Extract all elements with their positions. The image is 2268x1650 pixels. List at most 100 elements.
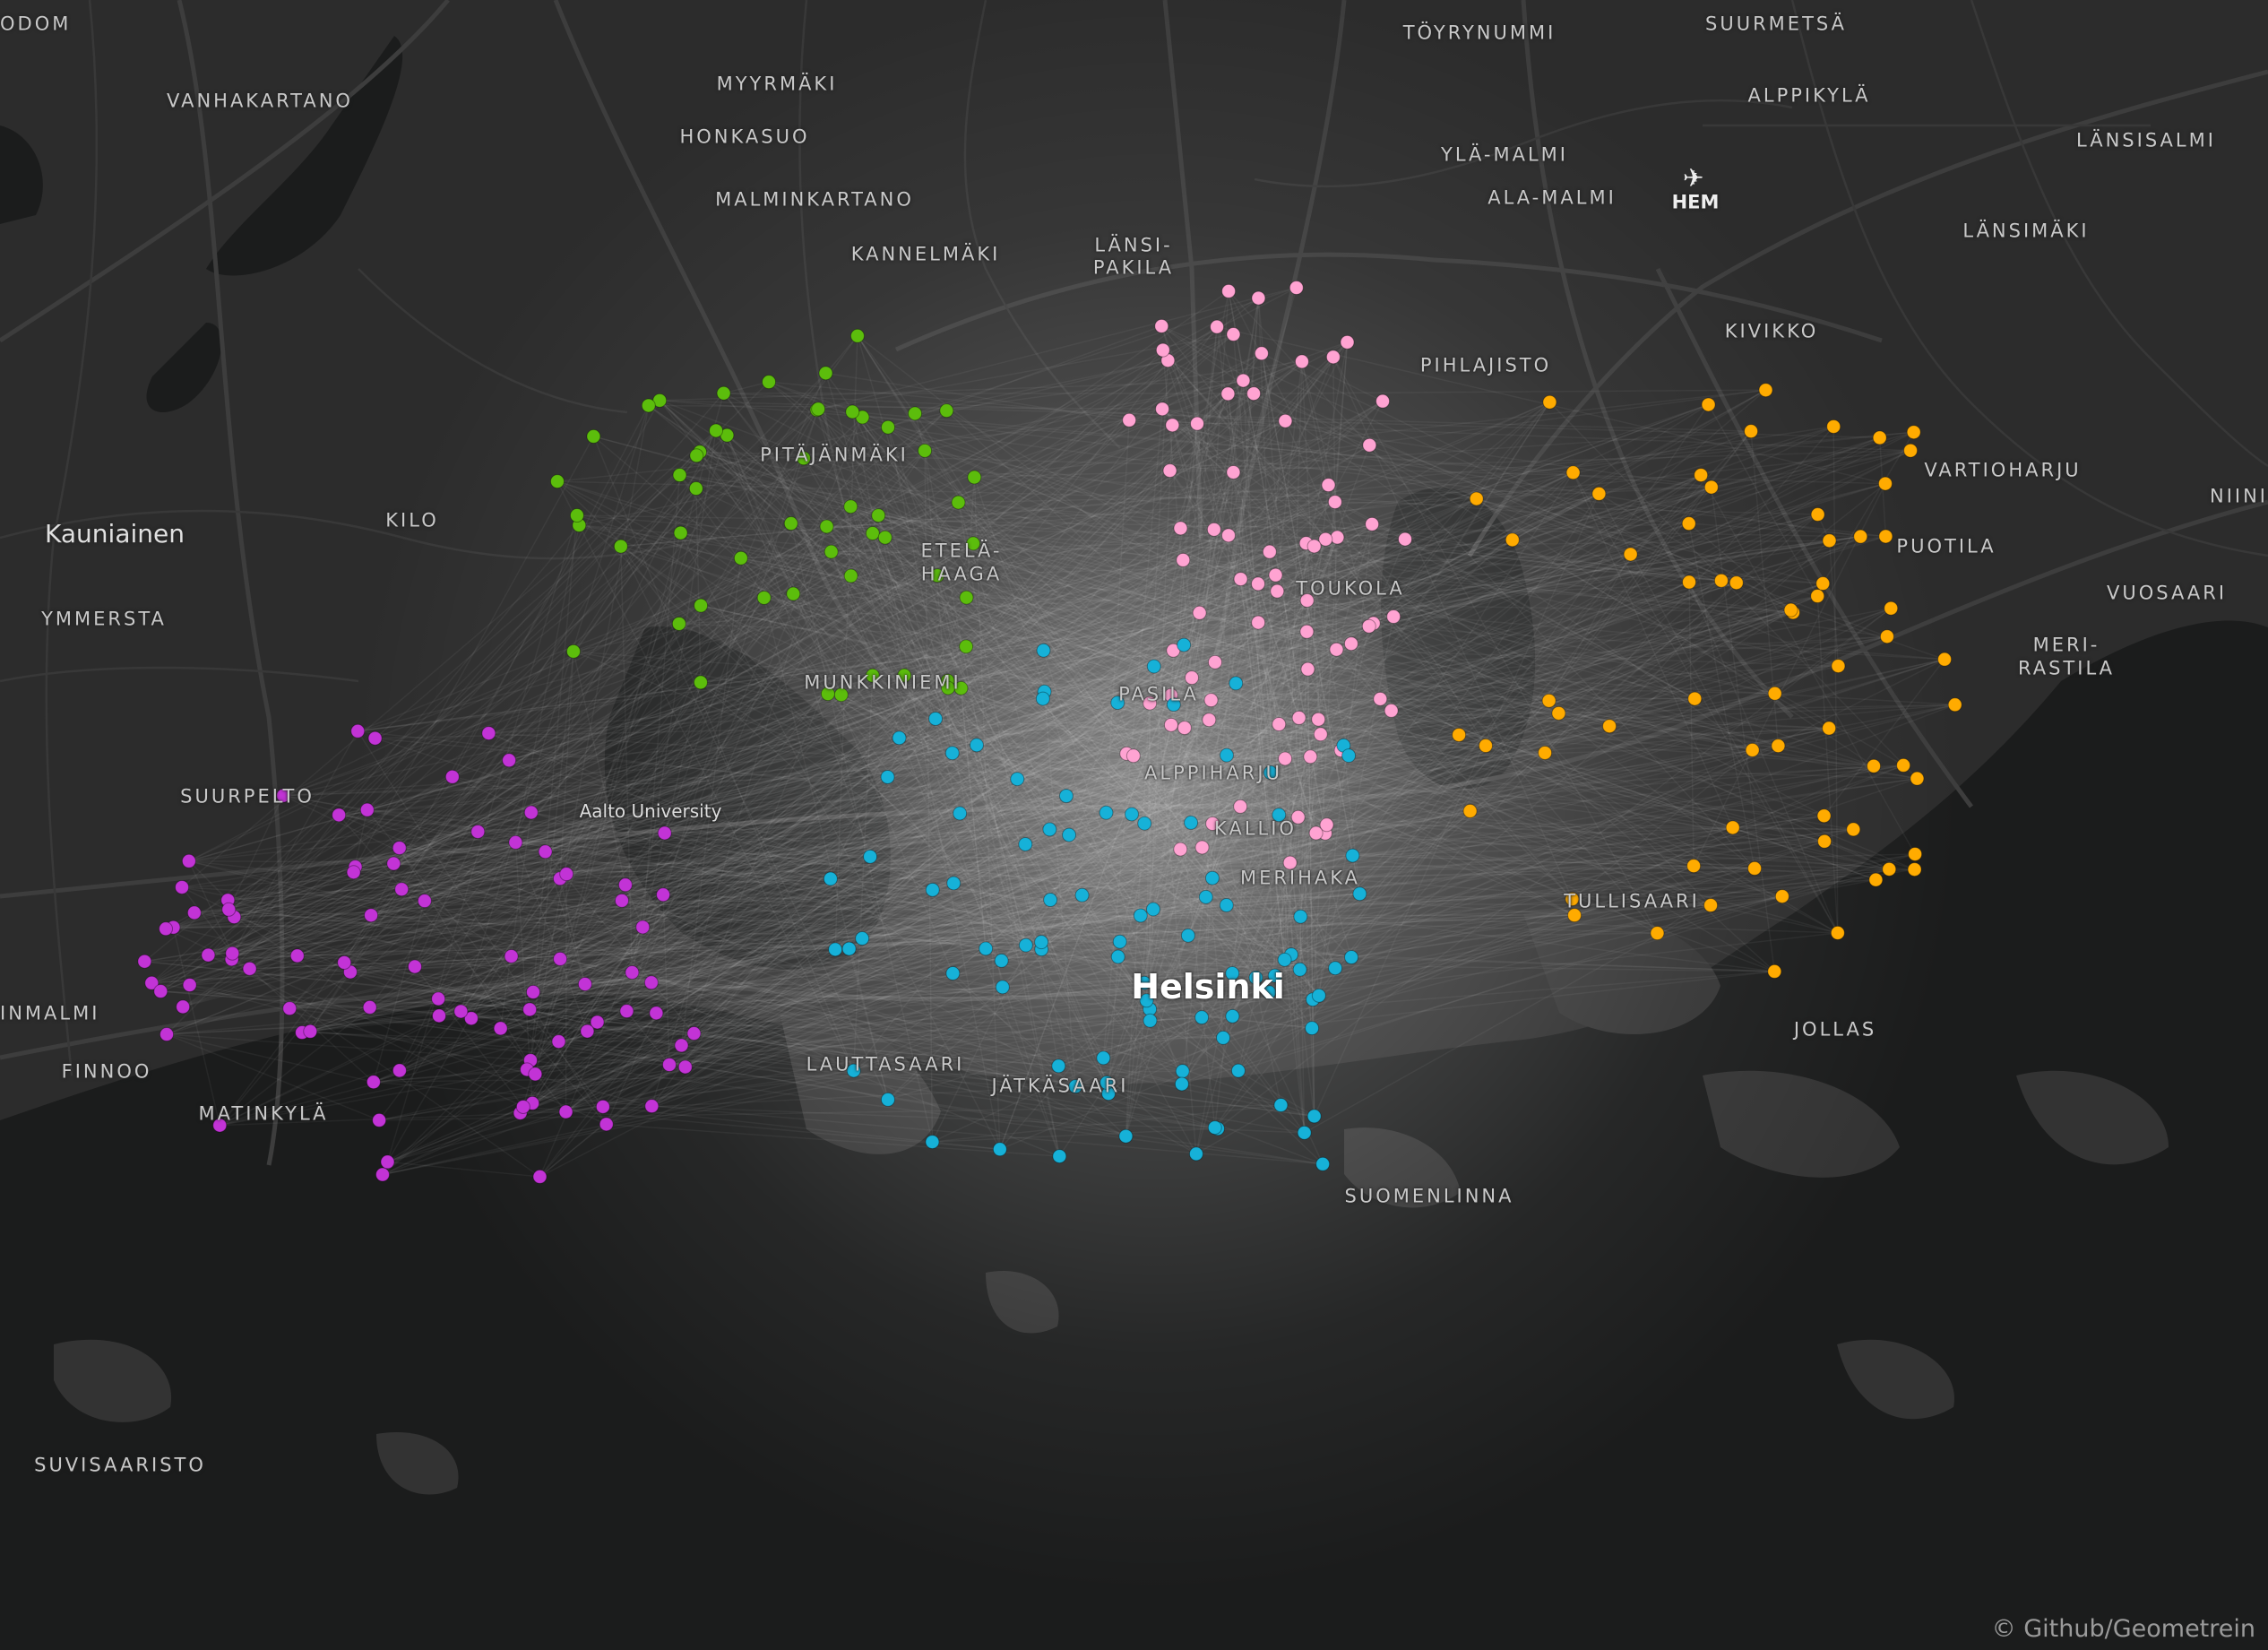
point-cluster-pink[interactable] — [1166, 643, 1181, 658]
point-cluster-green[interactable] — [689, 448, 704, 463]
point-cluster-orange[interactable] — [1767, 963, 1782, 979]
point-cluster-pink[interactable] — [1165, 418, 1180, 433]
point-cluster-cyan[interactable] — [1277, 952, 1292, 967]
point-cluster-cyan[interactable] — [1035, 691, 1050, 706]
point-cluster-green[interactable] — [865, 526, 880, 541]
point-cluster-pink[interactable] — [1233, 799, 1248, 814]
point-cluster-cyan[interactable] — [1328, 961, 1343, 976]
point-cluster-pink[interactable] — [1205, 816, 1220, 832]
point-cluster-purple[interactable] — [656, 887, 671, 903]
point-cluster-orange[interactable] — [1826, 419, 1841, 434]
point-cluster-orange[interactable] — [1542, 394, 1557, 410]
point-cluster-cyan[interactable] — [1315, 1156, 1331, 1171]
point-cluster-cyan[interactable] — [1146, 659, 1161, 674]
point-cluster-cyan[interactable] — [1225, 1008, 1240, 1024]
point-cluster-purple[interactable] — [625, 965, 640, 980]
point-cluster-purple[interactable] — [432, 1008, 447, 1024]
point-cluster-purple[interactable] — [677, 1059, 693, 1075]
point-cluster-green[interactable] — [845, 404, 860, 419]
point-cluster-purple[interactable] — [643, 975, 659, 990]
point-cluster-green[interactable] — [586, 428, 601, 444]
point-cluster-orange[interactable] — [1937, 652, 1953, 667]
point-cluster-orange[interactable] — [1810, 507, 1825, 523]
point-cluster-green[interactable] — [908, 406, 923, 421]
point-cluster-orange[interactable] — [1896, 757, 1911, 773]
point-cluster-purple[interactable] — [463, 1011, 479, 1026]
point-cluster-orange[interactable] — [1686, 859, 1702, 874]
point-cluster-orange[interactable] — [1747, 860, 1763, 876]
point-cluster-purple[interactable] — [181, 853, 196, 868]
point-cluster-pink[interactable] — [1194, 840, 1210, 855]
point-cluster-green[interactable] — [565, 644, 581, 659]
point-cluster-purple[interactable] — [303, 1024, 318, 1039]
point-cluster-purple[interactable] — [386, 856, 401, 871]
point-cluster-purple[interactable] — [350, 723, 366, 739]
point-cluster-green[interactable] — [865, 668, 880, 683]
point-cluster-cyan[interactable] — [823, 871, 838, 886]
point-cluster-cyan[interactable] — [1068, 1079, 1083, 1094]
point-cluster-purple[interactable] — [394, 882, 410, 897]
point-cluster-pink[interactable] — [1125, 748, 1141, 764]
point-cluster-green[interactable] — [796, 451, 811, 466]
point-cluster-purple[interactable] — [504, 948, 519, 963]
point-cluster-cyan[interactable] — [953, 806, 968, 821]
point-cluster-pink[interactable] — [1373, 691, 1388, 706]
point-cluster-purple[interactable] — [515, 1099, 530, 1114]
point-cluster-cyan[interactable] — [1352, 886, 1367, 902]
point-cluster-cyan[interactable] — [1248, 970, 1263, 985]
point-cluster-purple[interactable] — [553, 951, 568, 966]
point-cluster-orange[interactable] — [1687, 691, 1703, 706]
point-cluster-cyan[interactable] — [995, 980, 1010, 995]
point-cluster-green[interactable] — [966, 536, 981, 551]
point-cluster-orange[interactable] — [1810, 589, 1825, 604]
point-cluster-green[interactable] — [811, 402, 826, 417]
point-cluster-orange[interactable] — [1452, 727, 1467, 742]
point-cluster-orange[interactable] — [1713, 573, 1729, 588]
point-cluster-cyan[interactable] — [1166, 697, 1181, 713]
point-cluster-pink[interactable] — [1173, 842, 1188, 857]
point-cluster-purple[interactable] — [359, 802, 375, 817]
point-cluster-pink[interactable] — [1262, 544, 1277, 559]
point-cluster-orange[interactable] — [1744, 424, 1759, 439]
point-cluster-pink[interactable] — [1375, 393, 1391, 409]
point-cluster-cyan[interactable] — [1262, 985, 1277, 1000]
point-cluster-orange[interactable] — [1478, 739, 1493, 754]
point-cluster-cyan[interactable] — [944, 746, 960, 761]
point-cluster-orange[interactable] — [1567, 908, 1582, 923]
point-cluster-green[interactable] — [641, 398, 656, 413]
point-cluster-cyan[interactable] — [1143, 1013, 1158, 1028]
point-cluster-green[interactable] — [694, 598, 709, 613]
point-cluster-purple[interactable] — [551, 1034, 566, 1050]
point-cluster-purple[interactable] — [619, 1004, 634, 1019]
point-cluster-purple[interactable] — [523, 805, 539, 820]
point-cluster-cyan[interactable] — [979, 941, 994, 956]
point-cluster-cyan[interactable] — [1344, 950, 1359, 965]
point-cluster-cyan[interactable] — [1198, 889, 1213, 904]
point-cluster-cyan[interactable] — [928, 711, 944, 726]
point-cluster-cyan[interactable] — [1010, 772, 1025, 787]
point-cluster-pink[interactable] — [1173, 521, 1188, 536]
point-cluster-cyan[interactable] — [1099, 805, 1114, 820]
point-cluster-green[interactable] — [569, 508, 584, 523]
point-cluster-purple[interactable] — [225, 946, 240, 961]
point-cluster-orange[interactable] — [1701, 397, 1716, 412]
point-cluster-cyan[interactable] — [1018, 836, 1033, 851]
point-cluster-pink[interactable] — [1325, 350, 1341, 365]
point-cluster-cyan[interactable] — [1175, 1064, 1190, 1079]
point-cluster-purple[interactable] — [644, 1099, 660, 1114]
point-cluster-cyan[interactable] — [855, 931, 870, 946]
point-cluster-purple[interactable] — [289, 948, 305, 963]
point-cluster-cyan[interactable] — [1036, 643, 1051, 658]
point-cluster-green[interactable] — [897, 668, 912, 683]
point-cluster-orange[interactable] — [1846, 822, 1861, 837]
point-cluster-green[interactable] — [688, 481, 703, 497]
point-cluster-cyan[interactable] — [1293, 909, 1308, 924]
point-cluster-cyan[interactable] — [1051, 1058, 1066, 1074]
point-cluster-pink[interactable] — [1272, 717, 1287, 732]
point-cluster-green[interactable] — [762, 375, 777, 390]
point-cluster-green[interactable] — [549, 474, 565, 489]
point-cluster-green[interactable] — [716, 385, 731, 401]
point-cluster-pink[interactable] — [1184, 670, 1199, 686]
point-cluster-cyan[interactable] — [1034, 935, 1049, 950]
